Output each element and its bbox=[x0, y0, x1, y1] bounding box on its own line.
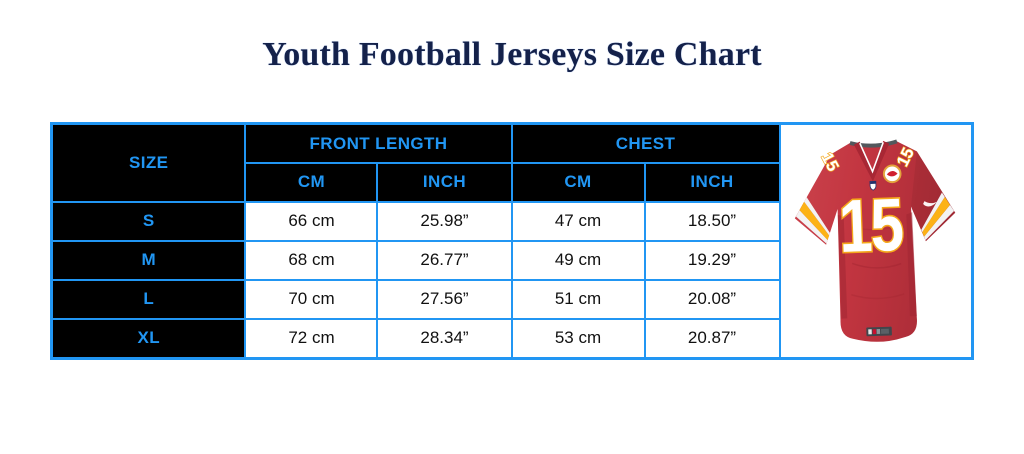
front-length-cm-cell: 66 cm bbox=[244, 200, 379, 242]
fabric-fold bbox=[851, 262, 902, 269]
collar-back-band bbox=[849, 139, 898, 148]
column-header-chest: CHEST bbox=[510, 122, 781, 164]
fabric-fold bbox=[856, 226, 894, 231]
front-length-inch-cell: 28.34” bbox=[376, 317, 513, 360]
jersey-chest-number: 15 bbox=[837, 184, 903, 269]
sleeve-stripe-gold bbox=[799, 201, 829, 241]
sleeve-stripe-gold bbox=[921, 196, 950, 237]
chest-inch-cell: 20.08” bbox=[643, 278, 781, 320]
front-length-cm-cell: 72 cm bbox=[244, 317, 379, 360]
sleeve-stripe-white bbox=[921, 192, 945, 233]
collar-piping bbox=[858, 142, 884, 174]
chest-inch-cell: 19.29” bbox=[643, 239, 781, 281]
jock-tag bbox=[866, 326, 892, 337]
chest-cm-cell: 51 cm bbox=[510, 278, 646, 320]
table-row-xl: XL 72 cm 28.34” 53 cm 20.87” bbox=[50, 317, 972, 360]
chest-inch-cell: 20.87” bbox=[643, 317, 781, 360]
table-row-m: M 68 cm 26.77” 49 cm 19.29” bbox=[50, 239, 972, 281]
column-header-size: SIZE bbox=[50, 122, 247, 203]
size-cell: L bbox=[50, 278, 247, 320]
size-cell: S bbox=[50, 200, 247, 242]
jersey-image: 15 15 15 bbox=[794, 139, 956, 342]
front-length-cm-cell: 68 cm bbox=[244, 239, 379, 281]
nike-swoosh-icon bbox=[922, 201, 937, 207]
team-patch bbox=[882, 164, 902, 184]
size-cell: M bbox=[50, 239, 247, 281]
chest-cm-cell: 53 cm bbox=[510, 317, 646, 360]
chest-inch-cell: 18.50” bbox=[643, 200, 781, 242]
sleeve-stripe-white bbox=[803, 197, 830, 236]
jersey-side-mesh bbox=[906, 212, 917, 317]
subheader-chest-inch: INCH bbox=[643, 162, 781, 203]
header-row-groups: SIZE FRONT LENGTH CHEST bbox=[50, 122, 974, 360]
size-cell: XL bbox=[50, 317, 247, 360]
subheader-front-inch: INCH bbox=[376, 162, 513, 203]
front-length-inch-cell: 26.77” bbox=[376, 239, 513, 281]
front-length-inch-cell: 27.56” bbox=[376, 278, 513, 320]
subheader-front-cm: CM bbox=[244, 162, 379, 203]
subheader-chest-cm: CM bbox=[510, 162, 646, 203]
page-title: Youth Football Jerseys Size Chart bbox=[262, 36, 762, 73]
column-header-front-length: FRONT LENGTH bbox=[244, 122, 513, 164]
chest-cm-cell: 47 cm bbox=[510, 200, 646, 242]
jersey-cell: 15 15 15 bbox=[778, 122, 974, 360]
table-row-l: L 70 cm 27.56” 51 cm 20.08” bbox=[50, 278, 972, 320]
front-length-inch-cell: 25.98” bbox=[376, 200, 513, 242]
sleeve-stripe-white bbox=[923, 204, 954, 241]
front-length-cm-cell: 70 cm bbox=[244, 278, 379, 320]
nfl-shield-logo bbox=[869, 180, 877, 191]
fabric-fold bbox=[850, 293, 905, 300]
table-row-s: S 66 cm 25.98” 47 cm 18.50” bbox=[50, 200, 972, 242]
chest-cm-cell: 49 cm bbox=[510, 239, 646, 281]
jersey-side-mesh bbox=[837, 214, 848, 319]
sleeve-stripe-white bbox=[795, 210, 828, 244]
header-row-units: CM INCH CM INCH bbox=[51, 162, 972, 203]
size-chart-table: SIZE FRONT LENGTH CHEST bbox=[49, 122, 974, 360]
